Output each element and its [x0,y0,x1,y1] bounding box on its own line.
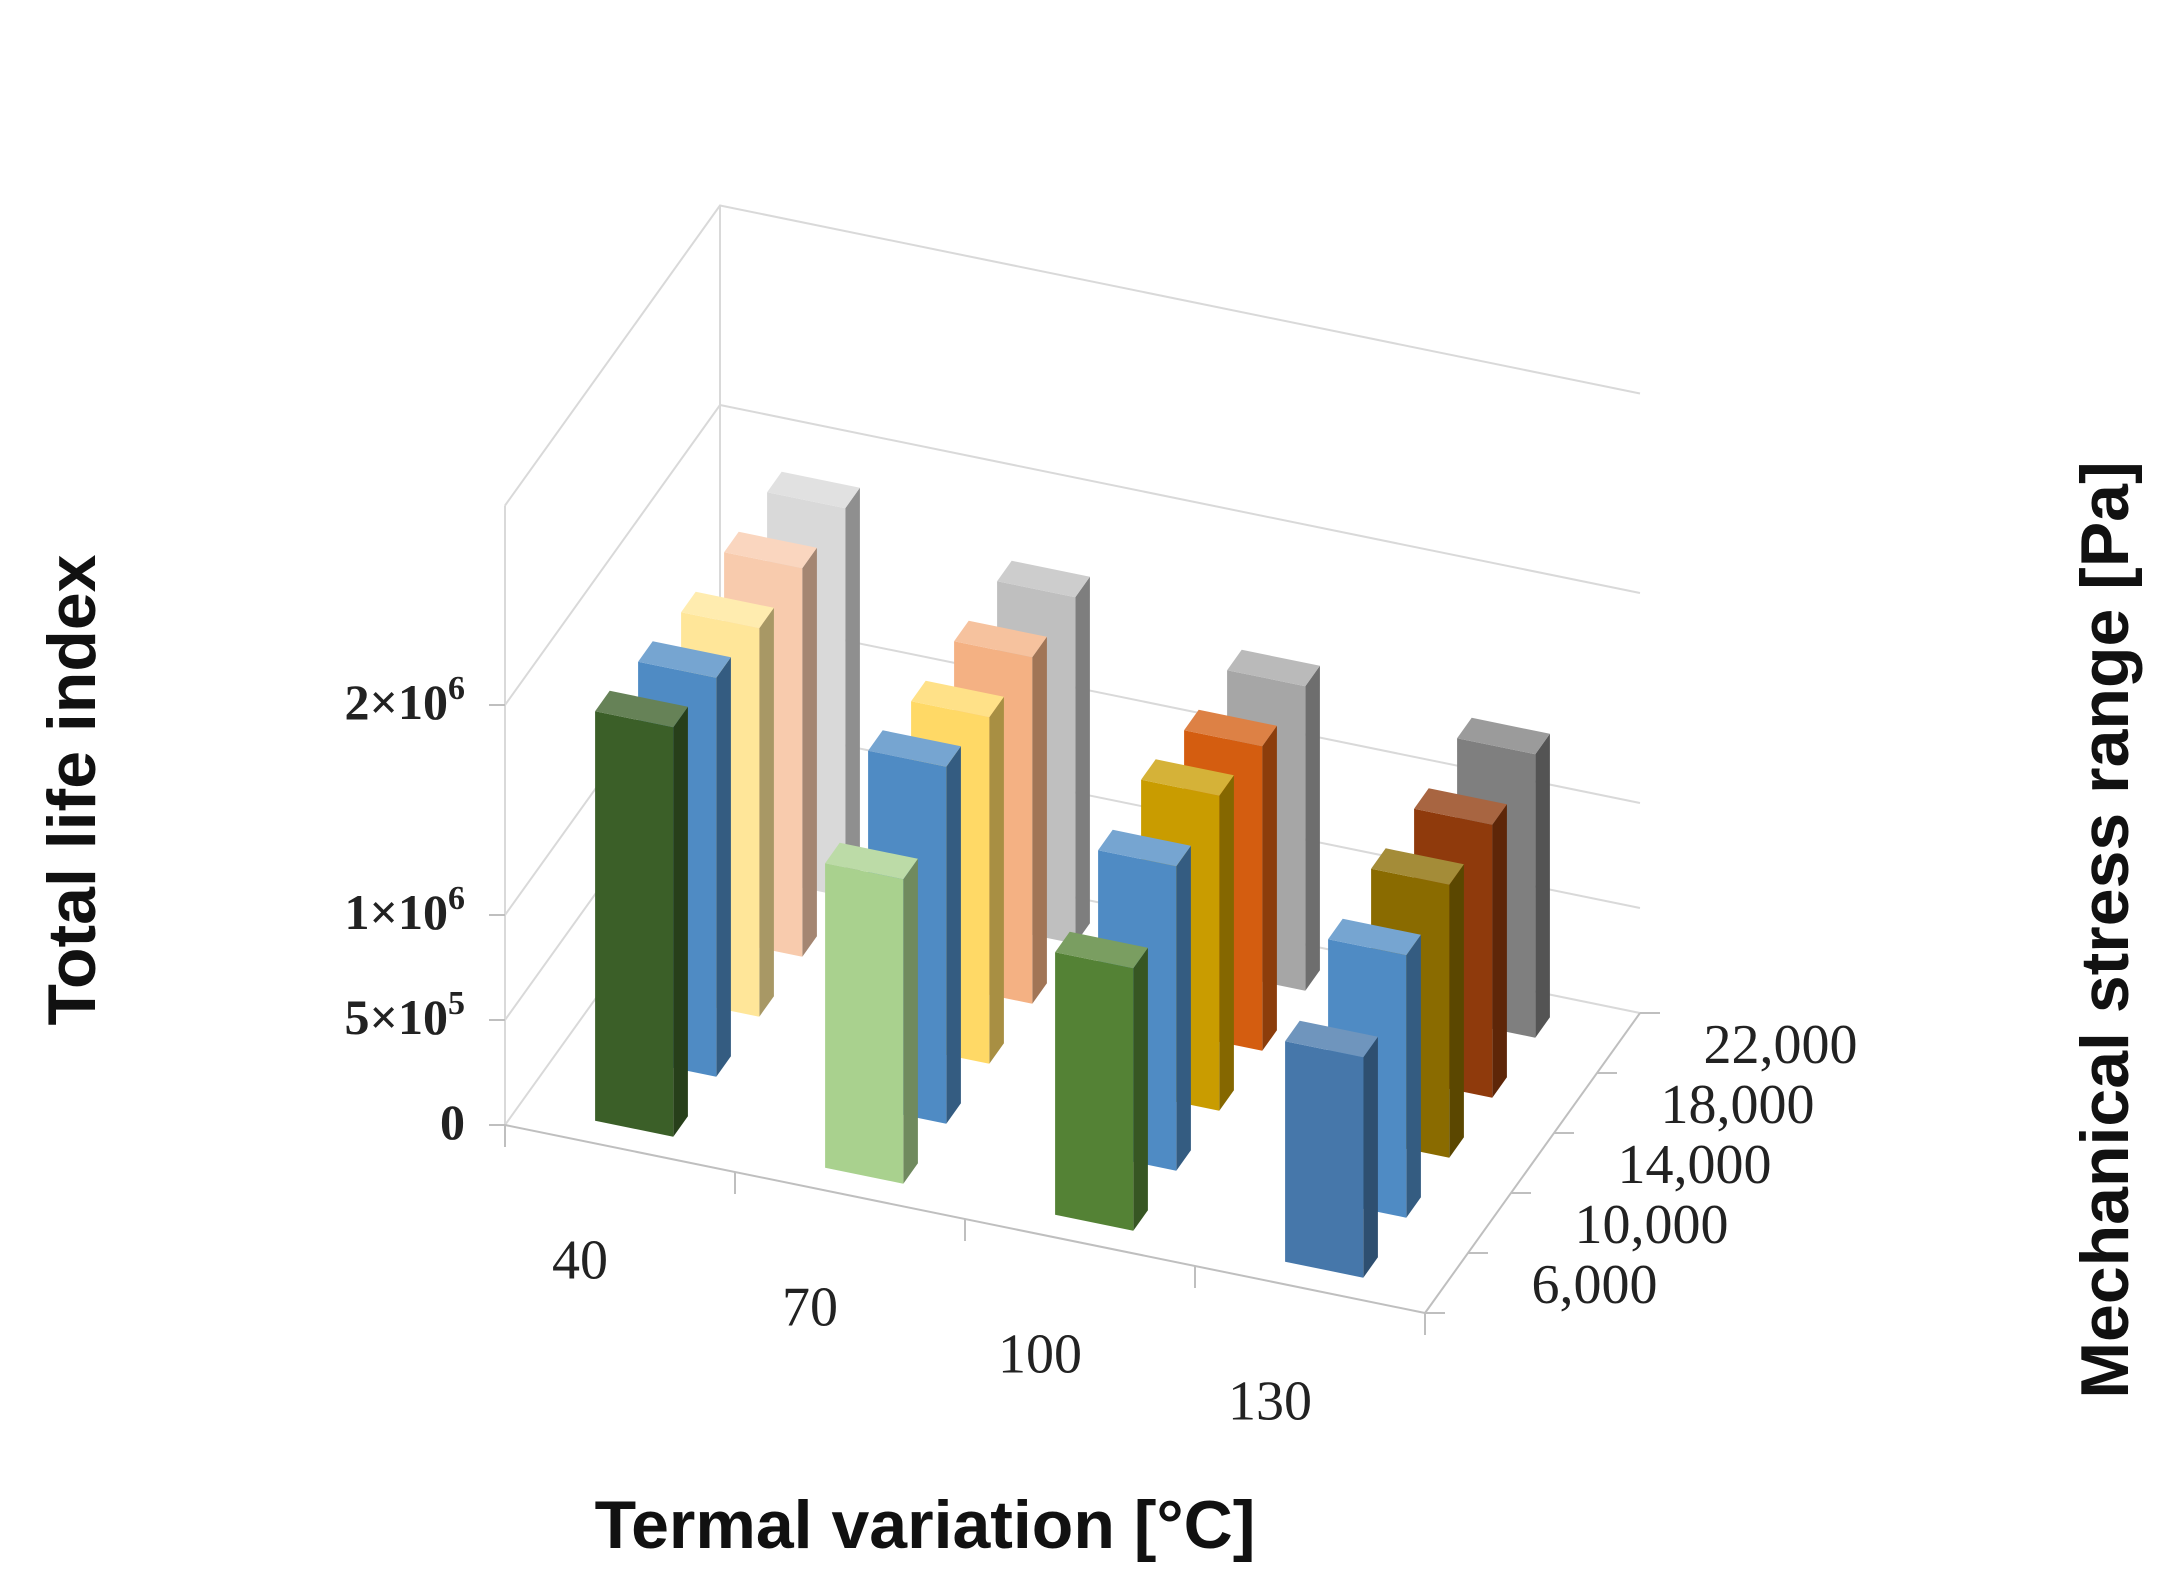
bar-side-face [759,607,774,1017]
bar-side-face [989,696,1004,1064]
bar-top-face [1285,1020,1378,1058]
bar [595,690,688,1137]
bar-top-face [1184,709,1277,747]
bar-front-face [1055,952,1134,1231]
bar-side-face [946,746,961,1124]
bar-top-face [1098,829,1191,867]
bar-top-face [954,620,1047,658]
bar-side-face [1176,845,1191,1171]
bar-side-face [1075,576,1090,944]
bar-top-face [595,690,688,728]
y-tick-label: 6,000 [1532,1254,1658,1316]
z-tick-label: 0 [440,1094,465,1150]
z-tick-label: 2×106 [345,670,466,730]
bar-side-face [903,858,918,1184]
bar [1055,931,1148,1231]
chart-tick-labels: 0 5×105 1×106 2×106 40 70 100 130 6,00010,00014,… [345,670,1858,1433]
bar-top-face [997,560,1090,598]
y-tick-label: 14,000 [1618,1134,1772,1196]
bar-top-face [724,531,817,569]
back-wall-outline [504,204,1641,507]
z-tick-label: 5×105 [345,985,466,1045]
bar-side-face [1492,804,1507,1098]
x-tick-label: 100 [998,1324,1082,1386]
y-tick-label: 22,000 [1704,1014,1858,1076]
bar-side-face [802,547,817,957]
bar-side-face [1032,636,1047,1004]
bar-side-face [1305,665,1320,991]
bar-top-face [911,680,1004,718]
bar-top-face [638,641,731,678]
bar-front-face [825,863,904,1184]
bar-front-face [1285,1041,1364,1278]
bar-side-face [1449,864,1464,1158]
y-tick-label: 18,000 [1661,1074,1815,1136]
bar-top-face [1227,649,1320,687]
x-tick-label: 130 [1228,1371,1312,1433]
bar-side-face [1406,934,1421,1218]
x-tick-label: 40 [552,1230,608,1292]
bar-top-face [767,471,860,509]
bar-side-face [716,657,731,1077]
bar-top-face [1055,931,1148,969]
bar [1285,1020,1378,1278]
bar-top-face [681,591,774,629]
chart-bars [595,471,1550,1278]
y-tick-label: 10,000 [1575,1194,1729,1256]
bar-side-face [673,706,688,1137]
bar [825,842,918,1184]
y-axis-title: Mechanical stress range [Pa] [2067,461,2143,1398]
bar-side-face [845,487,860,897]
bar-top-face [825,842,918,880]
bar-side-face [1262,725,1277,1051]
bar-side-face [1363,1036,1378,1278]
bar-top-face [1141,759,1234,796]
bar-top-face [1371,848,1464,885]
bar-top-face [1328,918,1421,956]
z-gridline [504,403,1641,706]
x-tick-label: 70 [782,1277,838,1339]
z-tick-label: 1×106 [345,880,466,940]
bar-top-face [868,730,961,767]
bar-front-face [595,711,674,1137]
y-axis-line [1424,1012,1641,1314]
bar-side-face [1219,775,1234,1111]
x-axis-title: Termal variation [°C] [595,1487,1256,1563]
bar-top-face [1414,788,1507,825]
bar-top-face [1457,717,1550,755]
bar-side-face [1535,733,1550,1038]
z-axis-title: Total life index [34,554,110,1025]
bar-side-face [1133,947,1148,1231]
